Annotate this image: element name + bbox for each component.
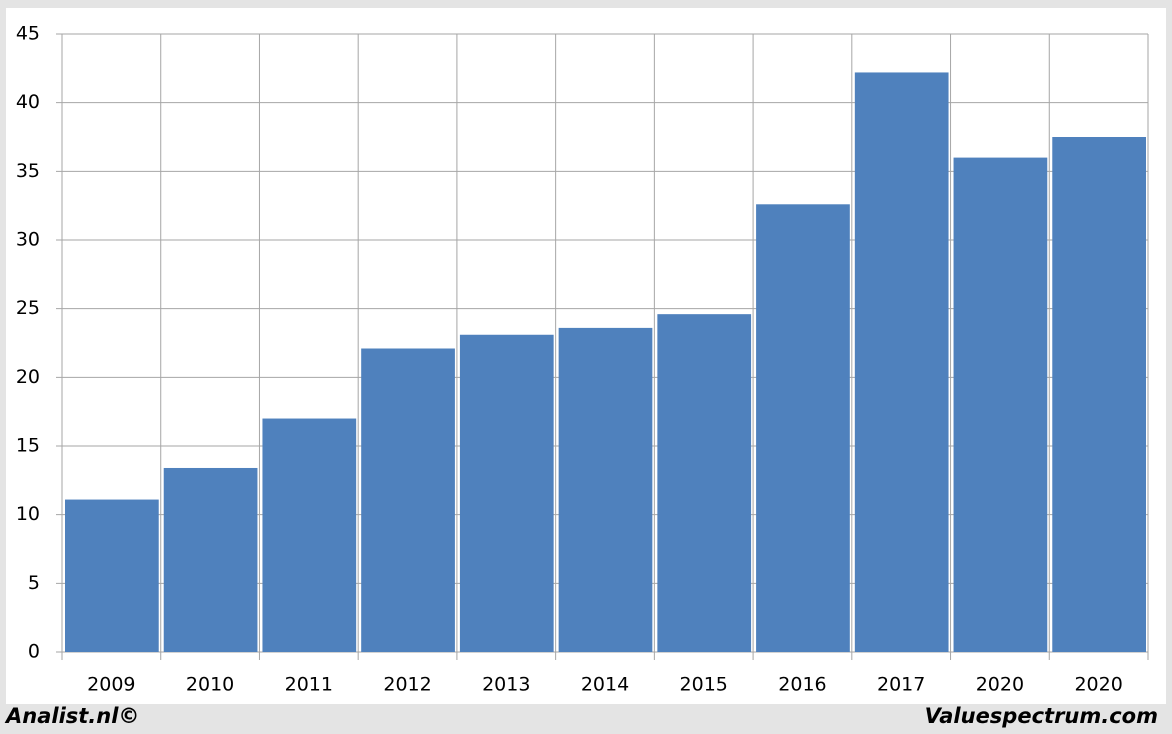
x-tick-label: 2020 — [976, 674, 1024, 696]
y-tick-label: 35 — [16, 160, 40, 182]
y-tick-label: 0 — [28, 641, 40, 663]
x-tick-label: 2015 — [680, 674, 728, 696]
y-tick-label: 15 — [16, 435, 40, 457]
bar — [65, 499, 159, 652]
x-tick-label: 2020 — [1074, 674, 1122, 696]
x-tick-label: 2009 — [87, 674, 135, 696]
bar — [854, 72, 949, 653]
bar — [361, 348, 455, 652]
x-tick-label: 2013 — [482, 674, 530, 696]
y-tick-label: 10 — [16, 503, 40, 525]
y-tick-label: 25 — [16, 297, 40, 319]
bar — [163, 467, 258, 652]
y-tick-label: 45 — [16, 23, 40, 45]
bar — [558, 327, 653, 652]
bar — [262, 418, 357, 652]
source-right: Valuespectrum.com — [925, 704, 1158, 728]
bar — [756, 204, 850, 652]
x-tick-label: 2011 — [285, 674, 333, 696]
x-tick-label: 2016 — [778, 674, 826, 696]
x-tick-label: 2017 — [877, 674, 925, 696]
bar — [1052, 137, 1146, 652]
x-tick-label: 2010 — [186, 674, 234, 696]
x-tick-label: 2014 — [581, 674, 629, 696]
source-left: Analist.nl© — [4, 704, 139, 728]
y-tick-label: 5 — [28, 572, 40, 594]
bar — [953, 157, 1048, 652]
y-tick-label: 30 — [16, 229, 40, 251]
bar — [657, 314, 752, 652]
y-tick-label: 20 — [16, 366, 40, 388]
x-tick-label: 2012 — [383, 674, 431, 696]
bar — [459, 334, 554, 652]
y-tick-label: 40 — [16, 91, 40, 113]
